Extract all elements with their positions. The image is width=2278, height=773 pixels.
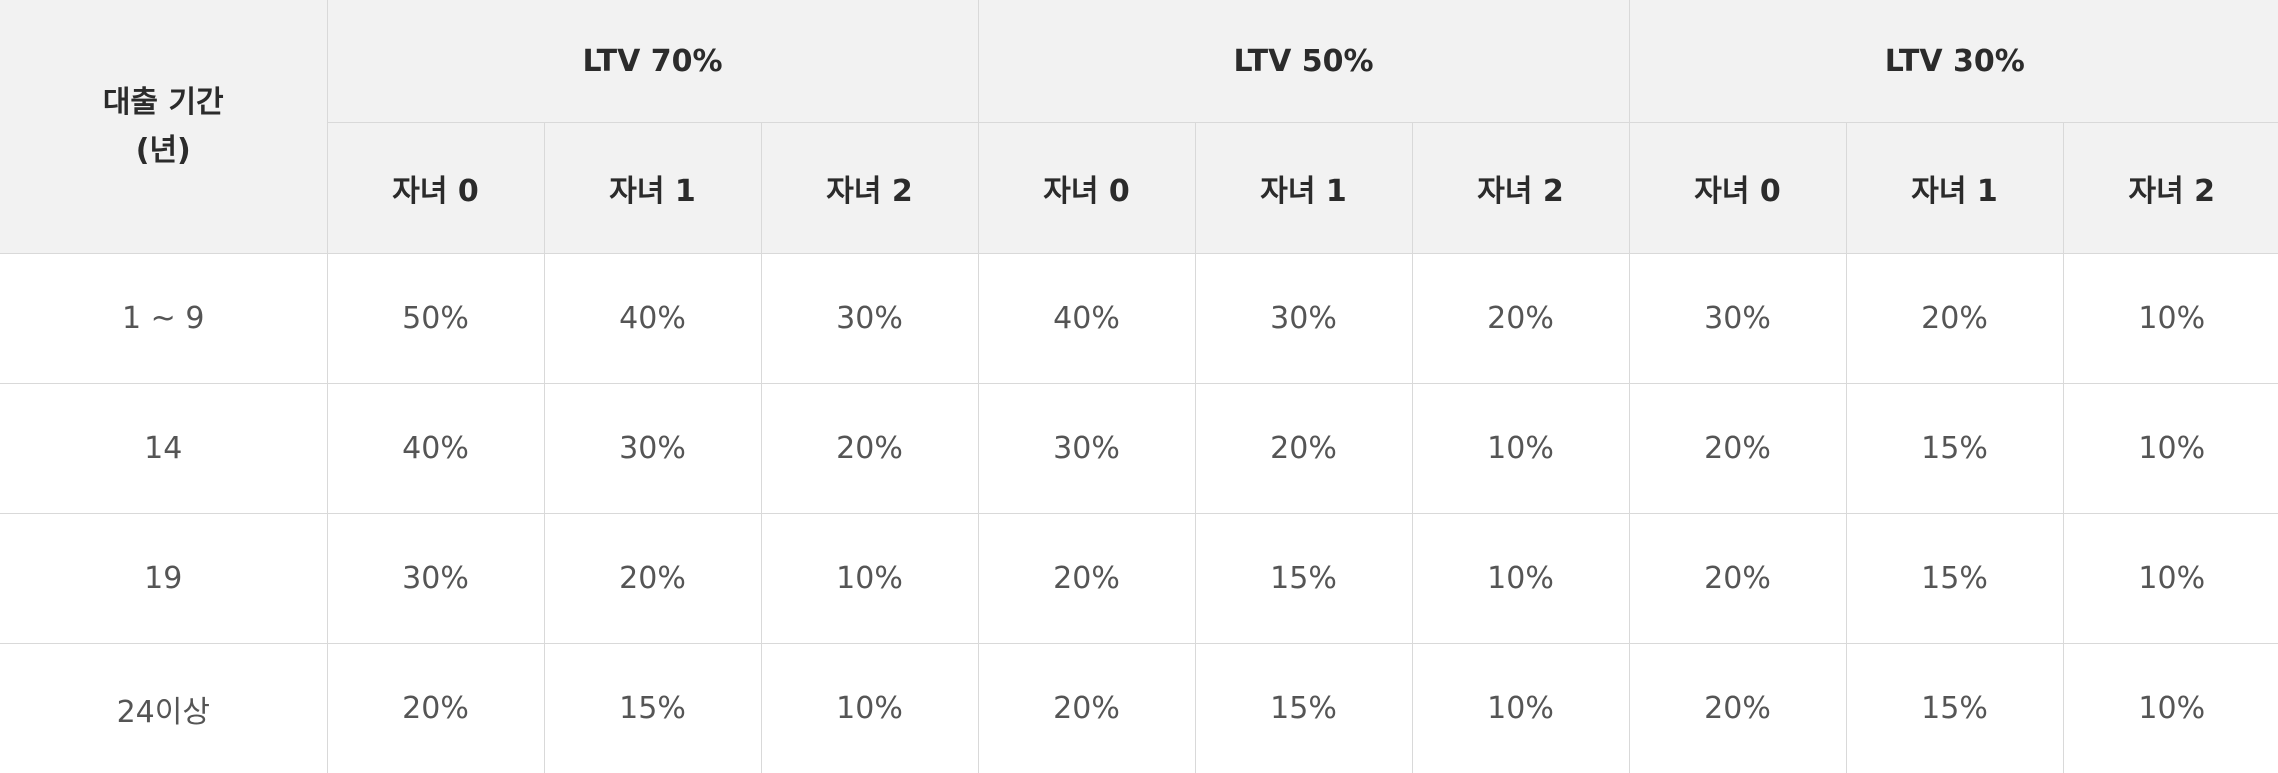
rate-cell: 30% <box>978 384 1195 514</box>
rate-cell: 40% <box>544 254 761 384</box>
rate-cell: 20% <box>1412 254 1629 384</box>
period-cell: 1 ~ 9 <box>0 254 327 384</box>
rate-cell: 15% <box>1846 384 2063 514</box>
ltv-30-children-0-header: 자녀 0 <box>1629 123 1846 254</box>
rate-cell: 20% <box>978 644 1195 773</box>
ltv-30-children-2-header: 자녀 2 <box>2063 123 2278 254</box>
header-row-children: 자녀 0 자녀 1 자녀 2 자녀 0 자녀 1 자녀 2 자녀 0 자녀 1 … <box>0 123 2278 254</box>
ltv-30-children-1-header: 자녀 1 <box>1846 123 2063 254</box>
rate-cell: 20% <box>1629 644 1846 773</box>
loan-period-header: 대출 기간 (년) <box>0 0 327 254</box>
rate-cell: 30% <box>761 254 978 384</box>
rate-cell: 10% <box>1412 384 1629 514</box>
period-cell: 14 <box>0 384 327 514</box>
ltv-70-children-2-header: 자녀 2 <box>761 123 978 254</box>
header-row-ltv: 대출 기간 (년) LTV 70% LTV 50% LTV 30% <box>0 0 2278 123</box>
rate-cell: 10% <box>761 514 978 644</box>
ltv-50-header: LTV 50% <box>978 0 1629 123</box>
rate-cell: 15% <box>1846 514 2063 644</box>
rate-cell: 20% <box>1629 384 1846 514</box>
ltv-50-children-1-header: 자녀 1 <box>1195 123 1412 254</box>
ltv-30-header: LTV 30% <box>1629 0 2278 123</box>
loan-period-header-line2: (년) <box>0 127 327 175</box>
rate-cell: 30% <box>1195 254 1412 384</box>
rate-cell: 40% <box>978 254 1195 384</box>
table-row: 19 30% 20% 10% 20% 15% 10% 20% 15% 10% <box>0 514 2278 644</box>
ltv-50-children-0-header: 자녀 0 <box>978 123 1195 254</box>
period-cell: 24이상 <box>0 644 327 773</box>
rate-cell: 20% <box>761 384 978 514</box>
table-row: 24이상 20% 15% 10% 20% 15% 10% 20% 15% 10% <box>0 644 2278 773</box>
rate-cell: 30% <box>327 514 544 644</box>
rate-cell: 10% <box>2063 514 2278 644</box>
rate-cell: 20% <box>1846 254 2063 384</box>
rate-cell: 10% <box>1412 514 1629 644</box>
rate-cell: 10% <box>1412 644 1629 773</box>
rate-cell: 20% <box>1195 384 1412 514</box>
ltv-70-children-1-header: 자녀 1 <box>544 123 761 254</box>
rate-cell: 20% <box>978 514 1195 644</box>
rate-cell: 10% <box>2063 254 2278 384</box>
rate-cell: 15% <box>1846 644 2063 773</box>
rate-cell: 20% <box>1629 514 1846 644</box>
rate-cell: 10% <box>2063 644 2278 773</box>
ltv-70-header: LTV 70% <box>327 0 978 123</box>
table-row: 14 40% 30% 20% 30% 20% 10% 20% 15% 10% <box>0 384 2278 514</box>
rate-cell: 20% <box>327 644 544 773</box>
ltv-50-children-2-header: 자녀 2 <box>1412 123 1629 254</box>
rate-cell: 10% <box>2063 384 2278 514</box>
rate-cell: 30% <box>1629 254 1846 384</box>
rate-cell: 50% <box>327 254 544 384</box>
rate-cell: 15% <box>1195 514 1412 644</box>
rate-cell: 20% <box>544 514 761 644</box>
period-cell: 19 <box>0 514 327 644</box>
table-header: 대출 기간 (년) LTV 70% LTV 50% LTV 30% 자녀 0 자… <box>0 0 2278 254</box>
rate-cell: 15% <box>1195 644 1412 773</box>
ltv-70-children-0-header: 자녀 0 <box>327 123 544 254</box>
rate-cell: 30% <box>544 384 761 514</box>
rate-cell: 40% <box>327 384 544 514</box>
table-row: 1 ~ 9 50% 40% 30% 40% 30% 20% 30% 20% 10… <box>0 254 2278 384</box>
loan-period-header-line1: 대출 기간 <box>0 79 327 127</box>
rate-cell: 15% <box>544 644 761 773</box>
rate-cell: 10% <box>761 644 978 773</box>
table-body: 1 ~ 9 50% 40% 30% 40% 30% 20% 30% 20% 10… <box>0 254 2278 773</box>
